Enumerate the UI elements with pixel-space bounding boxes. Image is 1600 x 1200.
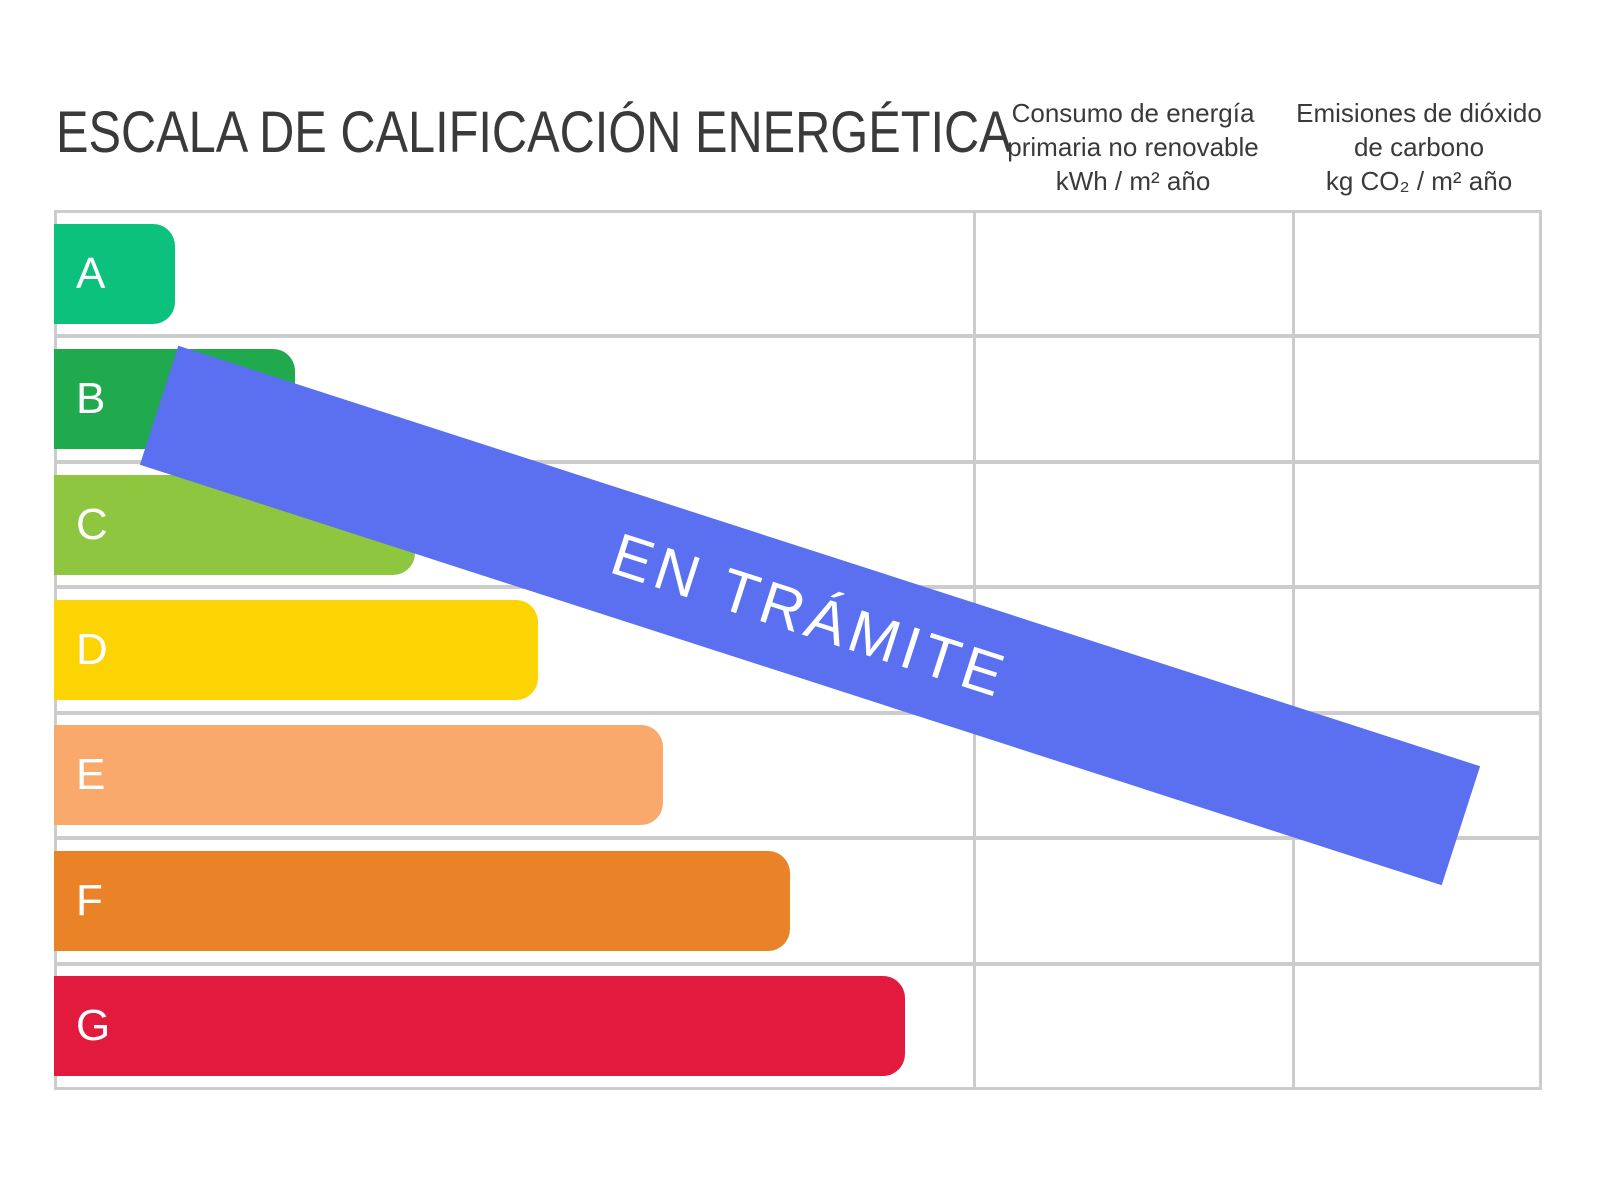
column-header-consumption-units: kWh / m² año: [1055, 166, 1211, 196]
grid-vline-emissions: [1292, 213, 1295, 1087]
rating-label-a: A: [76, 248, 106, 298]
rating-bar-g: G: [54, 976, 905, 1077]
rating-label-c: C: [76, 499, 108, 549]
rating-row-g: G: [54, 966, 1539, 1087]
rating-bar-e: E: [54, 725, 663, 826]
rating-label-d: D: [76, 624, 108, 674]
column-header-emissions: Emisiones de dióxido de carbono kg CO₂ /…: [1295, 96, 1543, 198]
rating-label-b: B: [76, 374, 106, 424]
rating-bar-a: A: [54, 223, 175, 324]
rating-row-d: D: [54, 589, 1539, 715]
column-header-consumption: Consumo de energía primaria no renovable…: [968, 96, 1298, 198]
column-header-emissions-units: kg CO₂ / m² año: [1325, 166, 1513, 196]
rating-row-e: E: [54, 715, 1539, 841]
rating-bar-f: F: [54, 850, 790, 951]
rating-label-e: E: [76, 750, 106, 800]
rating-row-f: F: [54, 840, 1539, 966]
page-title: ESCALA DE CALIFICACIÓN ENERGÉTICA: [56, 100, 1012, 165]
column-header-consumption-line1: Consumo de energía: [1011, 98, 1255, 128]
rating-bar-d: D: [54, 599, 538, 700]
rating-table: A B C D E F: [54, 210, 1542, 1090]
column-header-consumption-line2: primaria no renovable: [1007, 132, 1259, 162]
rating-label-g: G: [76, 1001, 111, 1051]
column-header-emissions-line2: de carbono: [1353, 132, 1485, 162]
column-header-emissions-line1: Emisiones de dióxido: [1296, 98, 1542, 128]
rating-label-f: F: [76, 875, 103, 925]
rating-row-a: A: [54, 213, 1539, 339]
